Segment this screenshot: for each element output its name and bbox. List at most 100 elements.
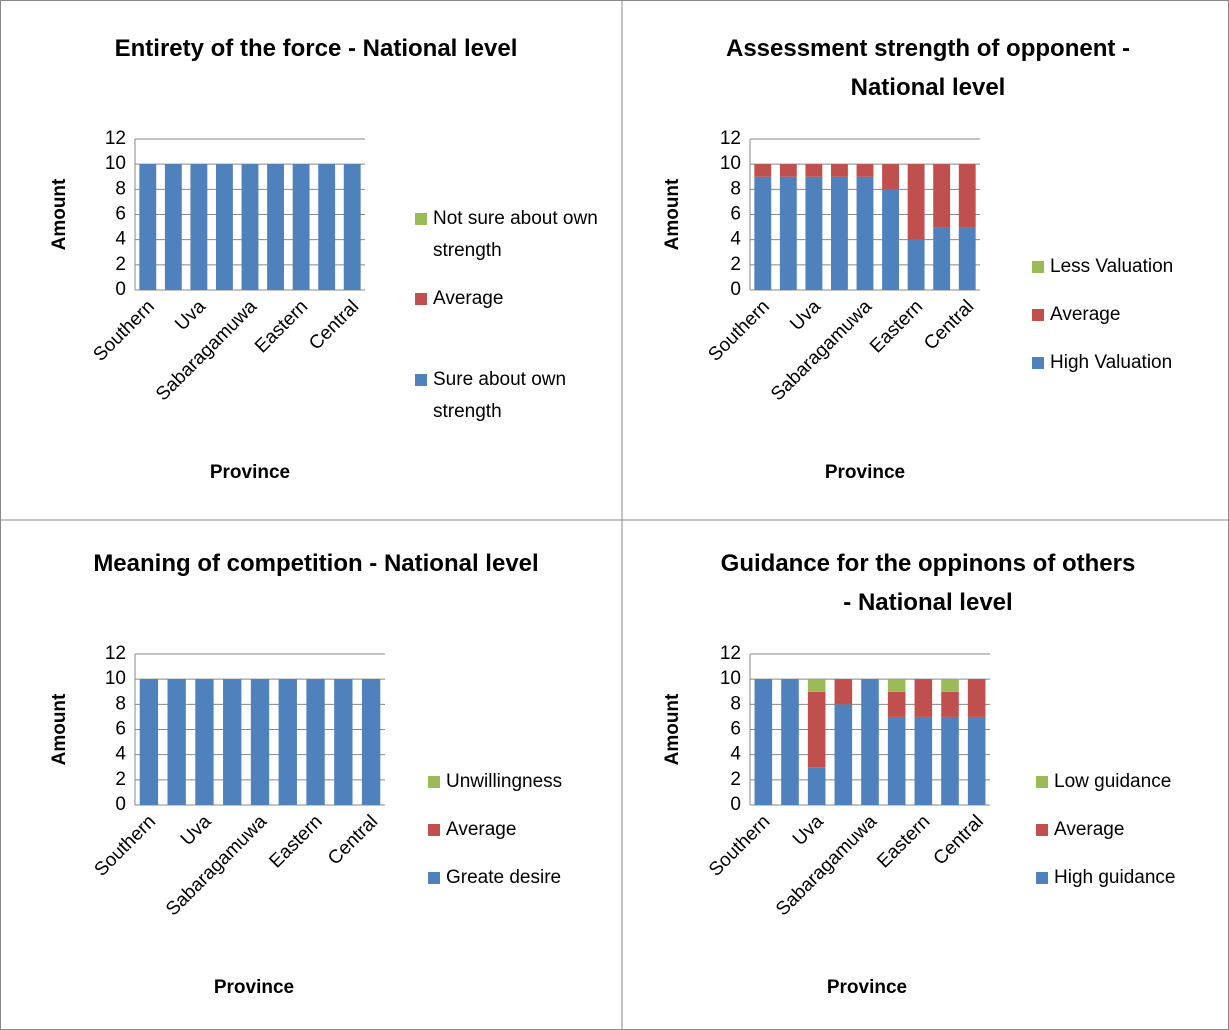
bar-segment: [318, 164, 336, 290]
bar-segment: [933, 164, 951, 228]
legend-label: Greate desire: [446, 867, 562, 888]
x-tick-label: Uva: [789, 811, 828, 850]
y-tick-label: 8: [730, 178, 741, 199]
bar-segment: [861, 679, 879, 805]
x-tick-label: Central: [324, 811, 382, 869]
x-tick-label: Southern: [704, 296, 773, 365]
x-tick-label: Uva: [786, 296, 825, 335]
legend-swatch: [428, 872, 440, 884]
bar-segment: [807, 679, 826, 692]
bar-segment: [834, 679, 853, 705]
bar-segment: [216, 164, 233, 290]
bar-segment: [831, 176, 848, 290]
bar-segment: [887, 679, 906, 692]
x-axis-label: Province: [827, 977, 907, 998]
legend-swatch: [1036, 872, 1048, 884]
y-axis-label: Amount: [49, 693, 70, 765]
legend-label: Average: [1050, 304, 1121, 325]
legend-swatch: [1036, 824, 1048, 836]
legend-swatch: [428, 776, 440, 788]
y-tick-label: 2: [115, 769, 126, 790]
chart-title: Assessment strength of opponent - Nation…: [725, 35, 1131, 101]
bar-segment: [967, 716, 986, 805]
x-tick-label: Uva: [171, 296, 210, 335]
x-tick-label: Central: [920, 296, 978, 354]
legend-swatch: [428, 824, 440, 836]
bar-segment: [781, 679, 799, 805]
y-tick-label: 10: [105, 668, 126, 689]
legend-swatch: [1032, 309, 1044, 321]
bar-segment: [334, 679, 353, 805]
legend-label: Unwillingness: [446, 771, 563, 792]
x-tick-label: Central: [305, 296, 363, 354]
bar-segment: [139, 679, 159, 805]
bar-segment: [779, 176, 797, 290]
bar-segment: [805, 164, 823, 177]
legend-label: Low guidance: [1054, 771, 1172, 792]
y-tick-label: 12: [720, 128, 741, 149]
legend-swatch: [1032, 357, 1044, 369]
y-tick-label: 0: [115, 279, 126, 300]
y-tick-label: 12: [720, 643, 741, 664]
bar-segment: [754, 164, 772, 177]
bar-segment: [914, 716, 933, 805]
bar-segment: [250, 679, 270, 805]
bar-segment: [278, 679, 297, 805]
bar-segment: [933, 227, 951, 290]
y-tick-label: 8: [115, 693, 126, 714]
chart-title: Guidance for the oppinons of others - Na…: [720, 550, 1136, 616]
y-tick-label: 4: [115, 229, 126, 250]
legend-label: High guidance: [1054, 867, 1176, 888]
bar-segment: [306, 679, 325, 805]
y-tick-label: 0: [115, 794, 126, 815]
legend-swatch: [1032, 261, 1044, 273]
y-tick-label: 4: [115, 744, 126, 765]
y-tick-label: 6: [115, 719, 126, 740]
y-tick-label: 12: [105, 128, 126, 149]
bar-segment: [958, 164, 976, 228]
y-tick-label: 8: [115, 178, 126, 199]
legend-label: Sure about own strength: [433, 369, 567, 422]
bar-segment: [941, 691, 959, 717]
legend-item: Low guidance: [1036, 766, 1229, 798]
y-axis-label: Amount: [49, 178, 70, 250]
y-tick-label: 0: [730, 279, 741, 300]
bar-segment: [941, 716, 959, 805]
bar-segment: [779, 164, 797, 177]
bar-segment: [831, 164, 848, 177]
y-tick-label: 10: [720, 153, 741, 174]
x-axis-label: Province: [825, 462, 905, 483]
x-tick-label: Eastern: [866, 296, 927, 357]
bar-segment: [167, 679, 186, 805]
legend-item: Not sure about own strength: [415, 203, 598, 267]
legend-swatch: [1036, 776, 1048, 788]
legend-label: Average: [446, 819, 517, 840]
chart-title: Meaning of competition - National level: [93, 550, 539, 577]
y-tick-label: 2: [115, 254, 126, 275]
bar-segment: [834, 704, 853, 805]
legend-swatch: [415, 293, 427, 305]
legend-label: Less Valuation: [1050, 256, 1174, 277]
bar-segment: [856, 176, 874, 290]
bar-segment: [267, 164, 284, 290]
bar-segment: [807, 767, 826, 805]
bar-segment: [292, 164, 310, 290]
bar-segment: [882, 189, 899, 290]
bar-segment: [754, 679, 773, 805]
bar-segment: [223, 679, 242, 805]
bar-segment: [941, 679, 959, 692]
legend-swatch: [415, 213, 427, 225]
x-tick-label: Eastern: [265, 811, 326, 872]
y-tick-label: 6: [730, 204, 741, 225]
x-axis-label: Province: [214, 977, 294, 998]
bar-segment: [139, 164, 157, 290]
x-tick-label: Eastern: [251, 296, 312, 357]
x-tick-label: Eastern: [873, 811, 934, 872]
y-tick-label: 4: [730, 744, 741, 765]
bar-segment: [754, 176, 772, 290]
bar-segment: [343, 164, 361, 290]
bar-segment: [241, 164, 259, 290]
legend-item: Unwillingness: [428, 766, 636, 798]
